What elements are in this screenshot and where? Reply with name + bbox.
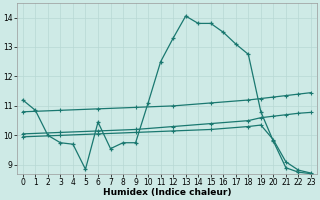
- X-axis label: Humidex (Indice chaleur): Humidex (Indice chaleur): [103, 188, 231, 197]
